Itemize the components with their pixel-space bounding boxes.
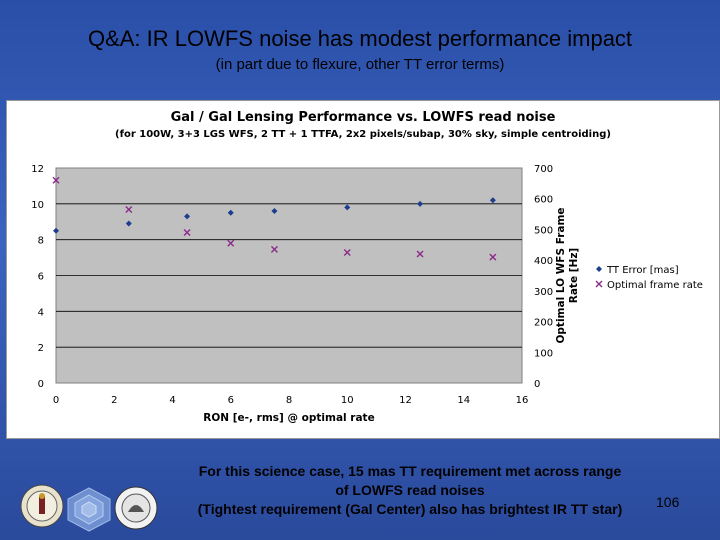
- series-1-point-3: [227, 209, 234, 216]
- caption-line-3: (Tightest requirement (Gal Center) also …: [197, 501, 623, 517]
- y2-axis-label-line-1: Optimal LO WFS Frame: [555, 207, 567, 343]
- series-2-point-0: [52, 176, 60, 184]
- y-tick-label-1: 2: [38, 343, 44, 354]
- caption: For this science case, 15 mas TT require…: [160, 462, 660, 519]
- x-axis-label: RON [e-, rms] @ optimal rate: [203, 412, 374, 424]
- y2-tick-label-5: 500: [534, 225, 553, 236]
- y2-axis-label-line-2: Rate [Hz]: [568, 248, 580, 303]
- chart-subtitle: (for 100W, 3+3 LGS WFS, 2 TT + 1 TTFA, 2…: [115, 129, 611, 140]
- series-1-point-2: [184, 213, 191, 220]
- caption-line-1: For this science case, 15 mas TT require…: [198, 463, 622, 479]
- legend-marker-1: [596, 266, 602, 272]
- slide-subtitle: (in part due to flexure, other TT error …: [215, 56, 505, 73]
- caltech-seal-logo: [114, 486, 158, 530]
- y-tick-label-2: 4: [38, 307, 44, 318]
- series-1-point-1: [125, 220, 132, 227]
- y2-tick-label-0: 0: [534, 379, 540, 390]
- x-tick-label-2: 4: [169, 395, 175, 406]
- x-tick-label-6: 12: [399, 395, 412, 406]
- x-tick-label-7: 14: [457, 395, 470, 406]
- slide-title: Q&A: IR LOWFS noise has modest performan…: [87, 26, 633, 51]
- chart-title: Gal / Gal Lensing Performance vs. LOWFS …: [171, 110, 556, 125]
- legend-label-1: TT Error [mas]: [606, 265, 679, 276]
- y2-axis-label: Optimal LO WFS Frame Rate [Hz]: [555, 207, 580, 343]
- y2-tick-label-1: 100: [534, 348, 553, 359]
- y2-tick-label-7: 700: [534, 164, 553, 175]
- chart-panel: Gal / Gal Lensing Performance vs. LOWFS …: [6, 100, 720, 439]
- x-tick-label-8: 16: [516, 395, 529, 406]
- series-2-point-7: [489, 253, 497, 261]
- legend-label-2: Optimal frame rate: [607, 280, 703, 291]
- x-tick-label-1: 2: [111, 395, 117, 406]
- series-1-point-4: [271, 208, 278, 214]
- university-seal-logo: [20, 484, 64, 528]
- x-tick-label-4: 8: [286, 395, 292, 406]
- x-tick-label-5: 10: [341, 395, 354, 406]
- series-2-point-5: [343, 248, 351, 256]
- series-2-point-1: [125, 205, 133, 213]
- series-2-point-4: [270, 245, 278, 253]
- y-tick-label-6: 12: [31, 164, 44, 175]
- caption-line-2: of LOWFS read noises: [335, 482, 485, 498]
- series-1-point-5: [344, 204, 351, 211]
- series-2-point-6: [416, 250, 424, 258]
- y2-tick-label-2: 200: [534, 318, 553, 329]
- y2-tick-label-6: 600: [534, 195, 553, 206]
- x-tick-label-0: 0: [53, 395, 59, 406]
- y2-tick-label-3: 300: [534, 287, 553, 298]
- series-1-point-0: [53, 227, 59, 234]
- keck-hexagon-logo: [67, 487, 111, 532]
- x-tick-label-3: 6: [228, 395, 234, 406]
- series-1-point-6: [417, 200, 424, 207]
- y-tick-label-5: 10: [31, 200, 44, 211]
- y2-tick-label-4: 400: [534, 256, 553, 267]
- y-tick-label-3: 6: [38, 272, 44, 283]
- series-1-point-7: [489, 197, 496, 204]
- y-tick-label-4: 8: [38, 236, 44, 247]
- series-2-point-2: [183, 229, 191, 236]
- slide-number: 106: [656, 494, 680, 510]
- y-tick-label-0: 0: [38, 379, 44, 390]
- scatter-chart: Gal / Gal Lensing Performance vs. LOWFS …: [31, 110, 703, 424]
- series-2-point-3: [227, 239, 235, 247]
- legend-marker-2: [595, 280, 603, 288]
